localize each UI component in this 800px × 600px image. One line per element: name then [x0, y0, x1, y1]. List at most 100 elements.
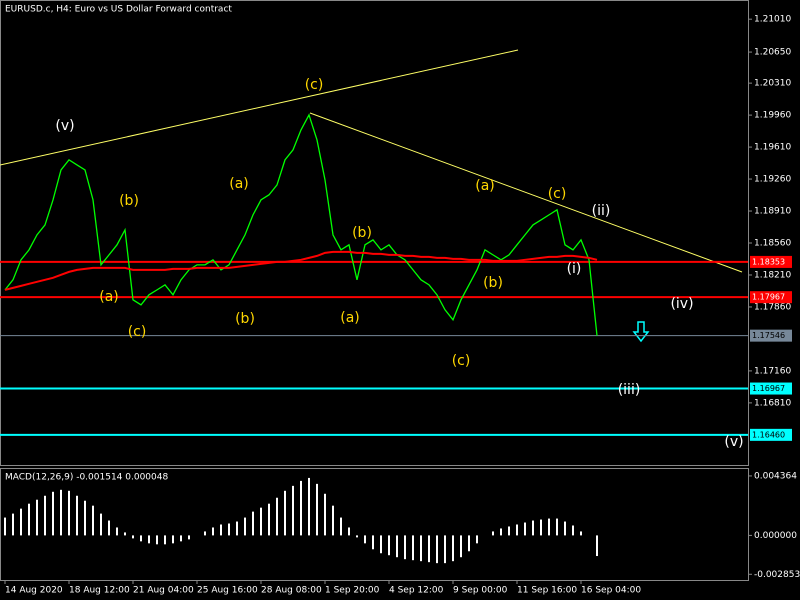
- macd-bar: [52, 491, 54, 536]
- y-tick-label: -0.002853: [754, 570, 800, 580]
- macd-bar: [68, 490, 70, 536]
- level-label-box: [750, 428, 792, 441]
- macd-bar: [532, 520, 534, 536]
- macd-bar: [148, 535, 150, 544]
- level-label-box: [750, 255, 792, 268]
- level-label: 1.17546: [752, 331, 785, 340]
- macd-bar: [204, 531, 206, 536]
- level-label: 1.18353: [752, 257, 785, 266]
- price-line: [4, 113, 598, 336]
- macd-bar: [396, 535, 398, 558]
- macd-bar: [124, 532, 126, 536]
- macd-bar: [76, 495, 78, 536]
- macd-bar: [44, 495, 46, 536]
- x-tick-label: 18 Aug 12:00: [69, 586, 130, 596]
- wave-label: (a): [475, 178, 495, 194]
- macd-bar: [436, 535, 438, 564]
- y-tick-label: 1.20310: [754, 79, 791, 89]
- level-label: 1.17967: [752, 293, 785, 302]
- macd-bar: [292, 485, 294, 536]
- macd-bar: [332, 505, 334, 536]
- wave-label: (iii): [618, 382, 641, 398]
- x-tick-label: 11 Sep 16:00: [517, 586, 577, 596]
- macd-bar: [140, 535, 142, 542]
- x-tick-label: 1 Sep 20:00: [325, 586, 380, 596]
- macd-bar: [36, 499, 38, 536]
- macd-bar: [92, 505, 94, 536]
- macd-bar: [60, 489, 62, 536]
- wave-label: (b): [235, 311, 255, 327]
- wave-label: (a): [340, 310, 360, 326]
- y-tick-label: 1.20650: [754, 48, 791, 58]
- x-tick-label: 21 Aug 04:00: [133, 586, 194, 596]
- macd-bar: [404, 535, 406, 560]
- macd-bar: [244, 517, 246, 536]
- macd-bar: [100, 513, 102, 536]
- macd-bar: [20, 508, 22, 536]
- macd-bar: [572, 525, 574, 536]
- wave-label: (c): [128, 324, 147, 340]
- macd-bar: [340, 517, 342, 536]
- macd-bar: [28, 503, 30, 536]
- macd-bar: [524, 522, 526, 536]
- macd-bar: [500, 528, 502, 536]
- macd-bar: [252, 511, 254, 536]
- macd-bar: [412, 535, 414, 561]
- trend-line: [309, 112, 743, 273]
- wave-label: (a): [99, 289, 119, 305]
- macd-bar: [372, 535, 374, 550]
- macd-bar: [596, 535, 598, 557]
- level-label: 1.16460: [752, 430, 785, 439]
- macd-bar: [132, 535, 134, 539]
- wave-label: (v): [724, 434, 743, 450]
- macd-bar: [316, 483, 318, 536]
- macd-bar: [428, 535, 430, 563]
- y-tick-label: 1.19610: [754, 143, 791, 153]
- macd-title: MACD(12,26,9) -0.001514 0.000048: [5, 473, 168, 483]
- macd-bar: [4, 517, 6, 536]
- macd-bar: [364, 535, 366, 544]
- wave-label: (ii): [592, 203, 611, 219]
- chart-title: EURUSD.c, H4: Euro vs US Dollar Forward …: [5, 5, 232, 15]
- macd-bar: [12, 513, 14, 536]
- wave-label: (c): [548, 186, 567, 202]
- macd-bar: [356, 535, 358, 538]
- macd-bar: [84, 500, 86, 536]
- level-label-box: [750, 329, 792, 342]
- macd-bar: [324, 493, 326, 536]
- macd-bar: [212, 527, 214, 536]
- macd-bar: [108, 520, 110, 536]
- macd-bar: [164, 535, 166, 545]
- macd-bar: [564, 521, 566, 536]
- trend-line: [0, 49, 519, 166]
- macd-bar: [188, 535, 190, 540]
- wave-label: (b): [352, 225, 372, 241]
- macd-bar: [492, 531, 494, 536]
- macd-bar: [300, 480, 302, 536]
- macd-bar: [556, 518, 558, 536]
- y-tick-label: 1.18210: [754, 270, 791, 280]
- macd-bar: [276, 497, 278, 536]
- macd-bar: [476, 535, 478, 544]
- macd-bar: [236, 521, 238, 536]
- level-label: 1.16967: [752, 384, 785, 393]
- macd-bar: [284, 490, 286, 536]
- wave-label: (i): [567, 261, 582, 277]
- macd-bar: [180, 535, 182, 542]
- y-tick-label: 1.19260: [754, 175, 791, 185]
- y-tick-label: 1.16810: [754, 398, 791, 408]
- arrow: [632, 321, 650, 343]
- price-frame: [0, 0, 749, 466]
- macd-bar: [380, 535, 382, 554]
- wave-label: (v): [55, 118, 74, 134]
- macd-bar: [548, 518, 550, 536]
- macd-bar: [540, 519, 542, 536]
- x-tick-label: 28 Aug 08:00: [261, 586, 322, 596]
- macd-bar: [580, 531, 582, 536]
- price-line: [4, 250, 598, 291]
- macd-bar: [508, 526, 510, 536]
- macd-bar: [156, 535, 158, 545]
- x-tick-label: 16 Sep 04:00: [581, 586, 641, 596]
- x-tick-label: 4 Sep 12:00: [389, 586, 444, 596]
